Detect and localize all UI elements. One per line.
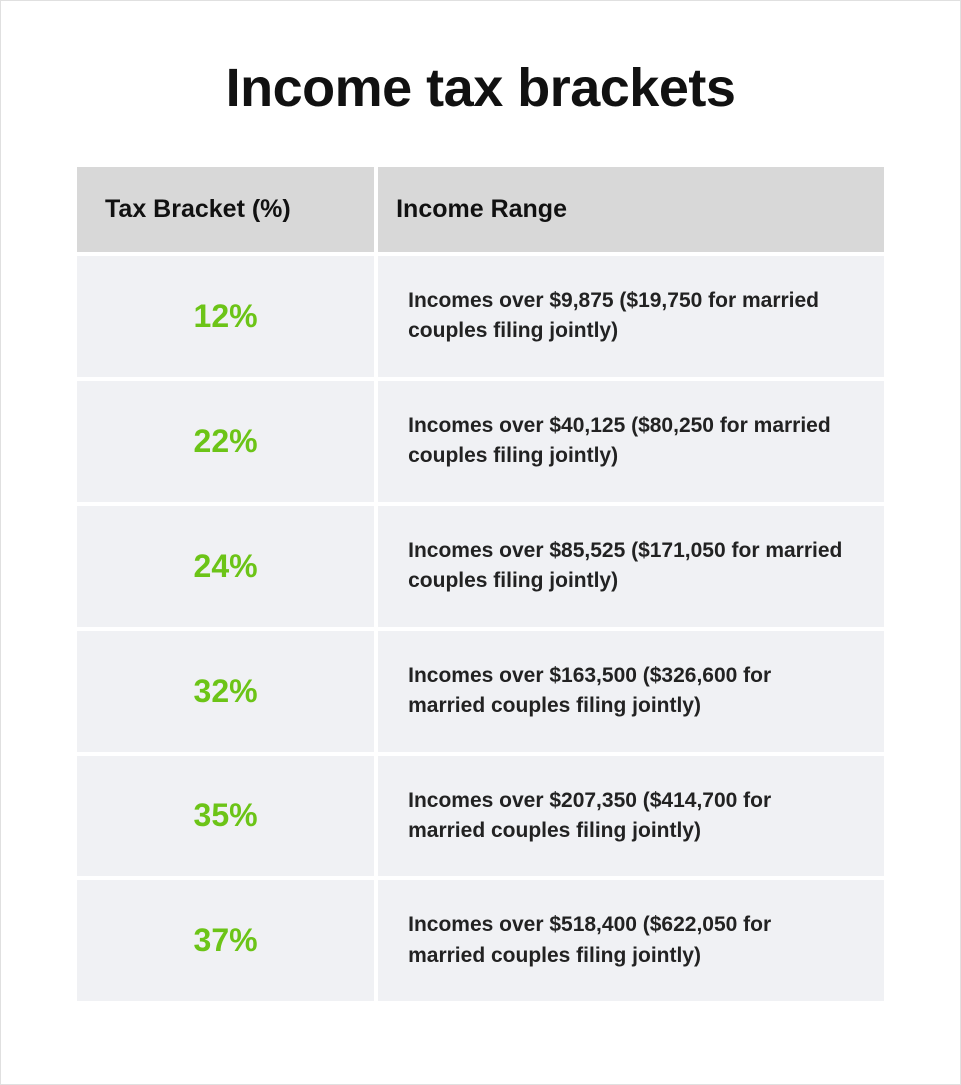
table-header-row: Tax Bracket (%) Income Range	[77, 167, 884, 252]
tax-brackets-table: Tax Bracket (%) Income Range 12% Incomes…	[73, 163, 888, 1005]
card-frame: Income tax brackets Tax Bracket (%) Inco…	[0, 0, 961, 1085]
bracket-pct: 32%	[77, 631, 374, 752]
table-row: 12% Incomes over $9,875 ($19,750 for mar…	[77, 256, 884, 377]
col-header-range: Income Range	[378, 167, 884, 252]
bracket-range: Incomes over $163,500 ($326,600 for marr…	[378, 631, 884, 752]
bracket-pct: 22%	[77, 381, 374, 502]
bracket-pct: 35%	[77, 756, 374, 877]
table-row: 35% Incomes over $207,350 ($414,700 for …	[77, 756, 884, 877]
page-title: Income tax brackets	[73, 57, 888, 119]
bracket-range: Incomes over $9,875 ($19,750 for married…	[378, 256, 884, 377]
table-row: 32% Incomes over $163,500 ($326,600 for …	[77, 631, 884, 752]
bracket-range: Incomes over $518,400 ($622,050 for marr…	[378, 880, 884, 1001]
table-row: 22% Incomes over $40,125 ($80,250 for ma…	[77, 381, 884, 502]
table-row: 37% Incomes over $518,400 ($622,050 for …	[77, 880, 884, 1001]
bracket-range: Incomes over $40,125 ($80,250 for marrie…	[378, 381, 884, 502]
bracket-pct: 12%	[77, 256, 374, 377]
bracket-pct: 24%	[77, 506, 374, 627]
bracket-pct: 37%	[77, 880, 374, 1001]
col-header-bracket: Tax Bracket (%)	[77, 167, 374, 252]
bracket-range: Incomes over $85,525 ($171,050 for marri…	[378, 506, 884, 627]
bracket-range: Incomes over $207,350 ($414,700 for marr…	[378, 756, 884, 877]
table-row: 24% Incomes over $85,525 ($171,050 for m…	[77, 506, 884, 627]
